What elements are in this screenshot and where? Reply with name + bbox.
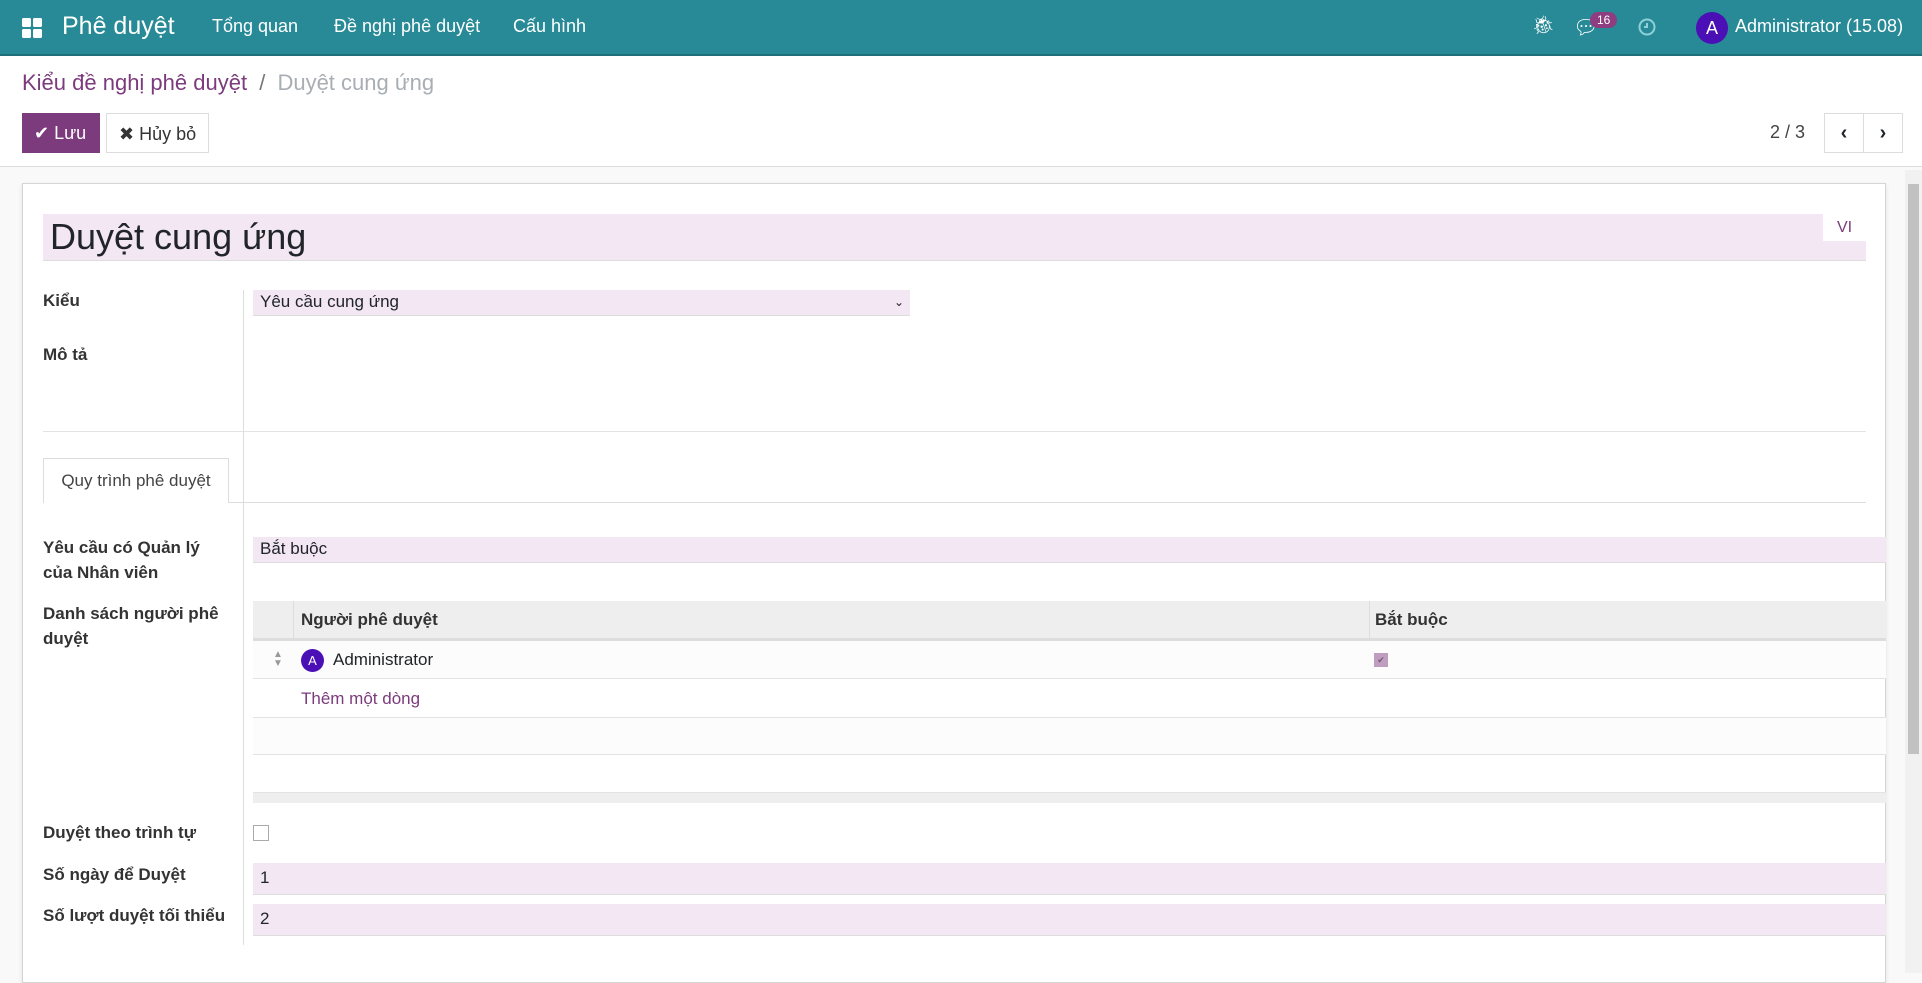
empty-row xyxy=(253,755,1886,793)
control-panel: Kiểu đề nghị phê duyệt / Duyệt cung ứng … xyxy=(0,56,1922,167)
type-select[interactable]: Yêu cầu cung ứng ⌄ xyxy=(253,290,910,316)
column-required[interactable]: Bắt buộc xyxy=(1375,610,1448,629)
breadcrumb-parent[interactable]: Kiểu đề nghị phê duyệt xyxy=(22,70,248,95)
menu-overview[interactable]: Tổng quan xyxy=(212,16,299,36)
tab-bar xyxy=(43,502,1866,503)
bug-icon[interactable]: 🐞︎ xyxy=(1532,15,1555,35)
min-approvals-input[interactable]: 2 xyxy=(253,904,1886,936)
menu-config[interactable]: Cấu hình xyxy=(513,16,587,36)
user-name[interactable]: Administrator (15.08) xyxy=(1735,16,1904,36)
sequence-checkbox[interactable] xyxy=(253,825,269,841)
close-icon: ✖ xyxy=(119,124,135,144)
breadcrumb: Kiểu đề nghị phê duyệt / Duyệt cung ứng xyxy=(22,70,434,96)
user-avatar[interactable]: A xyxy=(1696,12,1728,44)
min-approvals-label: Số lượt duyệt tối thiểu xyxy=(43,906,226,925)
message-count-badge: 16 xyxy=(1590,12,1618,28)
check-icon: ✔ xyxy=(34,123,50,143)
separator xyxy=(43,431,1866,432)
approvers-label: Danh sách người phê duyệt xyxy=(43,604,219,648)
name-field[interactable]: Duyệt cung ứng xyxy=(43,214,1866,261)
chevron-down-icon: ⌄ xyxy=(893,295,904,309)
scrollbar-thumb[interactable] xyxy=(1908,184,1919,754)
days-input[interactable]: 1 xyxy=(253,863,1886,895)
breadcrumb-separator: / xyxy=(259,70,266,95)
add-line-link[interactable]: Thêm một dòng xyxy=(301,689,421,708)
approver-name[interactable]: Administrator xyxy=(333,650,434,669)
language-button[interactable]: VI xyxy=(1823,214,1866,241)
clock-icon[interactable] xyxy=(1638,18,1656,36)
scrollbar[interactable] xyxy=(1905,170,1922,973)
save-label: Lưu xyxy=(54,123,87,143)
drag-handle-icon[interactable]: ▲ ▼ xyxy=(273,649,283,669)
type-value: Yêu cầu cung ứng xyxy=(260,292,399,311)
required-checkbox[interactable]: ✔ xyxy=(1374,653,1388,667)
table-footer xyxy=(253,793,1886,803)
apps-grid-icon[interactable] xyxy=(22,18,42,38)
description-field[interactable] xyxy=(253,340,1866,420)
column-approver[interactable]: Người phê duyệt xyxy=(301,610,438,629)
discard-label: Hủy bỏ xyxy=(139,124,197,144)
menu-requests[interactable]: Đề nghị phê duyệt xyxy=(334,16,481,36)
breadcrumb-current: Duyệt cung ứng xyxy=(277,70,435,95)
form-sheet xyxy=(22,183,1886,983)
discard-button[interactable]: ✖ Hủy bỏ xyxy=(106,113,210,153)
pager-previous-button[interactable]: ‹ xyxy=(1824,113,1864,153)
top-navbar: Phê duyệt Tổng quan Đề nghị phê duyệt Cấ… xyxy=(0,0,1922,56)
app-title[interactable]: Phê duyệt xyxy=(62,12,175,40)
manager-select[interactable]: Bắt buộc xyxy=(253,537,1886,563)
description-label: Mô tả xyxy=(43,345,88,364)
table-row[interactable]: ▲ ▼ A Administrator ✔ xyxy=(253,641,1886,679)
pager-next-button[interactable]: › xyxy=(1863,113,1903,153)
approver-avatar: A xyxy=(301,649,324,672)
pager-value: 2 / 3 xyxy=(1770,122,1806,142)
type-label: Kiểu xyxy=(43,291,80,310)
days-label: Số ngày để Duyệt xyxy=(43,865,186,884)
empty-row xyxy=(253,718,1886,755)
tab-approval-process[interactable]: Quy trình phê duyệt xyxy=(43,458,229,503)
save-button[interactable]: ✔ Lưu xyxy=(22,113,100,153)
label-divider xyxy=(243,290,244,945)
sequence-label: Duyệt theo trình tự xyxy=(43,823,197,842)
add-line-row: Thêm một dòng xyxy=(253,679,1886,718)
manager-label: Yêu cầu có Quản lý của Nhân viên xyxy=(43,538,200,582)
approvers-table-header: Người phê duyệt Bắt buộc xyxy=(253,601,1886,641)
